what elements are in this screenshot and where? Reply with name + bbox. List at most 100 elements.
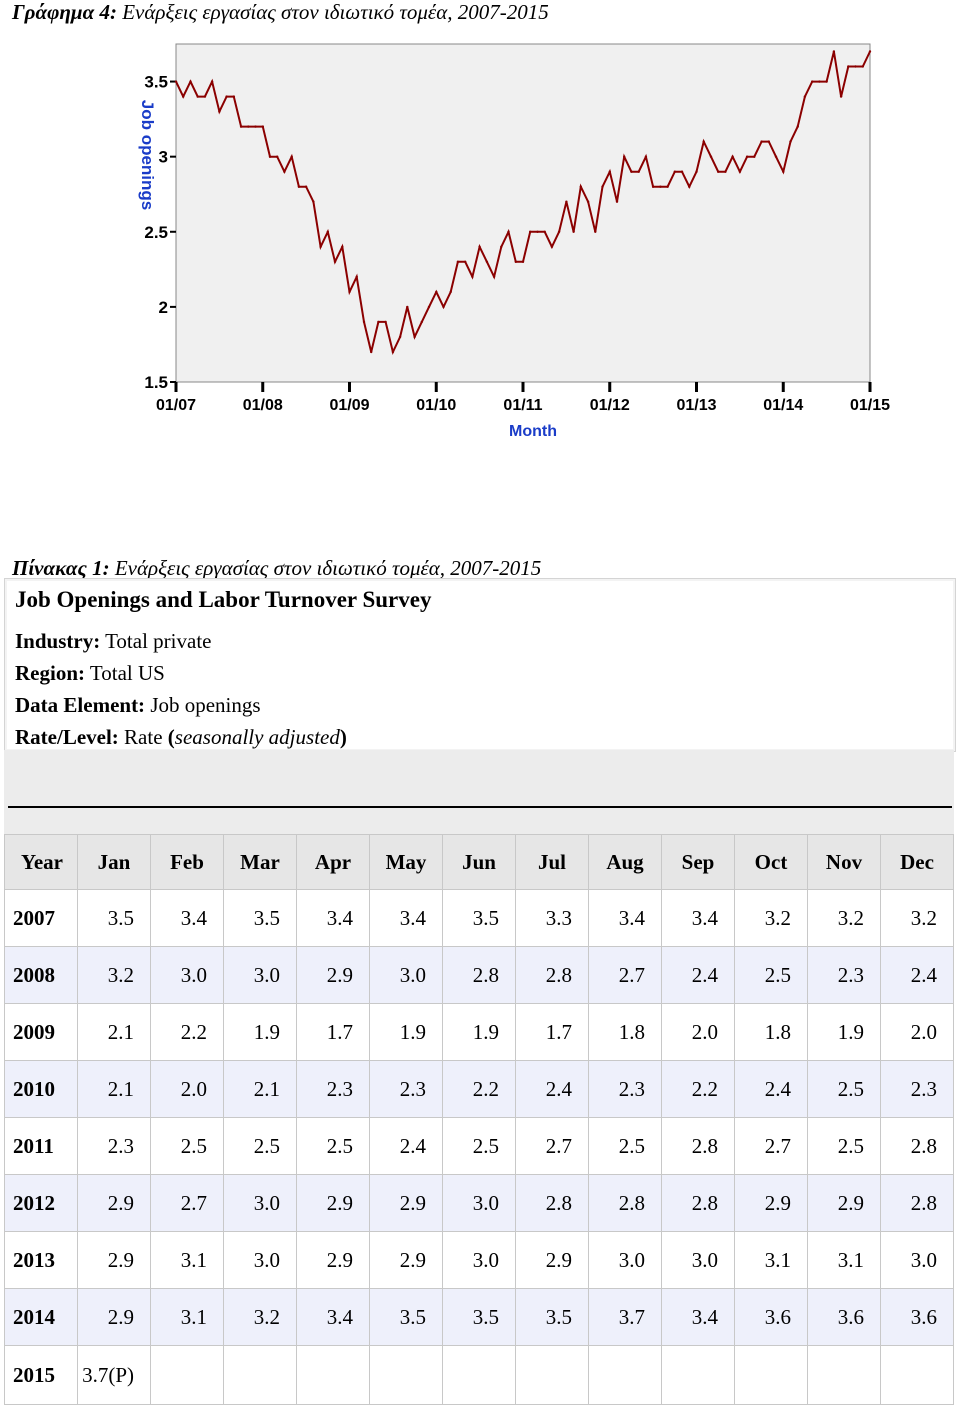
data-point — [651, 185, 655, 188]
data-point — [384, 320, 387, 324]
table-row: 2013 2.9 3.1 3.0 2.9 2.9 3.0 2.9 3.0 3.0 3.1 3.1 3.0 — [4, 1231, 954, 1289]
value-cell: 2.8 — [515, 1174, 589, 1232]
value-cell: 3.2 — [880, 889, 954, 947]
y-axis-title: Job openings — [138, 100, 157, 211]
data-point — [680, 170, 684, 173]
value-cell: 2.5 — [807, 1060, 881, 1118]
data-point — [550, 245, 554, 248]
value-cell: 2.8 — [442, 946, 516, 1004]
value-cell — [223, 1345, 297, 1405]
column-header-dec: Dec — [880, 834, 954, 890]
data-point — [767, 140, 770, 143]
value-cell: 2.5 — [150, 1117, 224, 1175]
data-point — [760, 140, 763, 143]
data-point — [261, 125, 264, 128]
industry-key: Industry: — [15, 629, 101, 653]
data-point — [218, 110, 221, 113]
data-point — [456, 260, 460, 263]
y-tick-label: 1.5 — [144, 373, 168, 392]
data-point — [247, 125, 250, 128]
data-point — [615, 200, 619, 203]
data-point — [514, 260, 517, 263]
data-element-key: Data Element: — [15, 693, 146, 717]
value-cell: 2.9 — [369, 1174, 443, 1232]
year-cell: 2012 — [4, 1174, 78, 1232]
data-point — [630, 170, 633, 173]
x-tick-label: 01/07 — [156, 397, 196, 414]
value-cell: 3.4 — [150, 889, 224, 947]
value-cell: 3.5 — [515, 1288, 589, 1346]
value-cell: 3.4 — [661, 1288, 735, 1346]
column-header-nov: Nov — [807, 834, 881, 890]
data-point — [507, 230, 510, 233]
value-cell: 2.8 — [661, 1174, 735, 1232]
value-cell: 2.1 — [77, 1003, 151, 1061]
y-tick-label: 3.5 — [144, 73, 168, 92]
value-cell: 2.2 — [442, 1060, 516, 1118]
x-axis-title: Month — [509, 423, 557, 440]
value-cell: 3.6 — [807, 1288, 881, 1346]
data-point — [753, 155, 756, 158]
year-cell: 2007 — [4, 889, 78, 947]
figure-caption-text: Ενάρξεις εργασίας στον ιδιωτικό τομέα, 2… — [116, 0, 549, 24]
value-cell: 2.3 — [807, 946, 881, 1004]
data-point — [579, 185, 582, 188]
data-point — [745, 155, 749, 158]
data-point — [348, 290, 351, 294]
value-cell: 1.9 — [223, 1003, 297, 1061]
x-tick-label: 01/14 — [763, 397, 803, 414]
figure-caption: Γράφημα 4: Ενάρξεις εργασίας στον ιδιωτι… — [12, 0, 549, 25]
value-cell: 3.7(P) — [77, 1345, 151, 1405]
value-cell: 3.4 — [296, 1288, 370, 1346]
value-cell: 3.0 — [661, 1231, 735, 1289]
table-caption: Πίνακας 1: Ενάρξεις εργασίας στον ιδιωτι… — [12, 556, 541, 581]
survey-info-panel: Job Openings and Labor Turnover Survey I… — [7, 581, 953, 749]
data-point — [377, 320, 380, 324]
x-tick-label: 01/09 — [329, 397, 369, 414]
data-point — [659, 185, 662, 188]
value-cell: 3.4 — [588, 889, 662, 947]
table-body: 2007 3.5 3.4 3.5 3.4 3.4 3.5 3.3 3.4 3.4 3.2 3.2 3.2… — [4, 889, 954, 1405]
value-cell: 2.5 — [296, 1117, 370, 1175]
value-cell: 2.5 — [223, 1117, 297, 1175]
data-point — [601, 185, 604, 188]
figure-caption-label: Γράφημα 4: — [12, 0, 117, 24]
value-cell: 2.1 — [223, 1060, 297, 1118]
job-openings-table: Year Jan Feb Mar Apr May Jun Jul Aug Sep Oct Nov Dec… — [4, 834, 954, 1405]
table-row: 2007 3.5 3.4 3.5 3.4 3.4 3.5 3.3 3.4 3.4 3.2 3.2 3.2 — [4, 889, 954, 947]
value-cell: 2.3 — [588, 1060, 662, 1118]
table-caption-text: Ενάρξεις εργασίας στον ιδιωτικό τομέα, 2… — [109, 556, 542, 580]
value-cell: 3.1 — [150, 1231, 224, 1289]
value-cell: 2.8 — [515, 946, 589, 1004]
data-point — [688, 185, 691, 188]
value-cell: 3.0 — [442, 1231, 516, 1289]
value-cell: 3.2 — [734, 889, 808, 947]
value-cell: 1.9 — [369, 1003, 443, 1061]
industry-line: Industry: Total private — [15, 629, 211, 654]
value-cell — [150, 1345, 224, 1405]
column-header-jan: Jan — [77, 834, 151, 890]
rate-paren-close: ) — [339, 725, 347, 749]
data-point — [485, 260, 489, 263]
value-cell: 2.7 — [734, 1117, 808, 1175]
value-cell — [880, 1345, 954, 1405]
y-tick-label: 2.5 — [144, 223, 168, 242]
value-cell: 2.7 — [515, 1117, 589, 1175]
data-point — [731, 155, 734, 158]
data-point — [565, 200, 568, 203]
value-cell — [369, 1345, 443, 1405]
table-row: 2014 2.9 3.1 3.2 3.4 3.5 3.5 3.5 3.7 3.4 3.6 3.6 3.6 — [4, 1288, 954, 1346]
data-point — [637, 170, 640, 173]
value-cell: 2.9 — [515, 1231, 589, 1289]
data-point — [709, 155, 713, 158]
survey-title: Job Openings and Labor Turnover Survey — [15, 587, 432, 612]
column-header-oct: Oct — [734, 834, 808, 890]
value-cell: 2.0 — [150, 1060, 224, 1118]
data-point — [724, 170, 727, 173]
table-row: 2009 2.1 2.2 1.9 1.7 1.9 1.9 1.7 1.8 2.0 1.8 1.9 2.0 — [4, 1003, 954, 1061]
value-cell: 2.3 — [880, 1060, 954, 1118]
data-point — [435, 290, 438, 294]
column-header-may: May — [369, 834, 443, 890]
data-point — [225, 95, 228, 98]
data-point — [695, 170, 698, 173]
